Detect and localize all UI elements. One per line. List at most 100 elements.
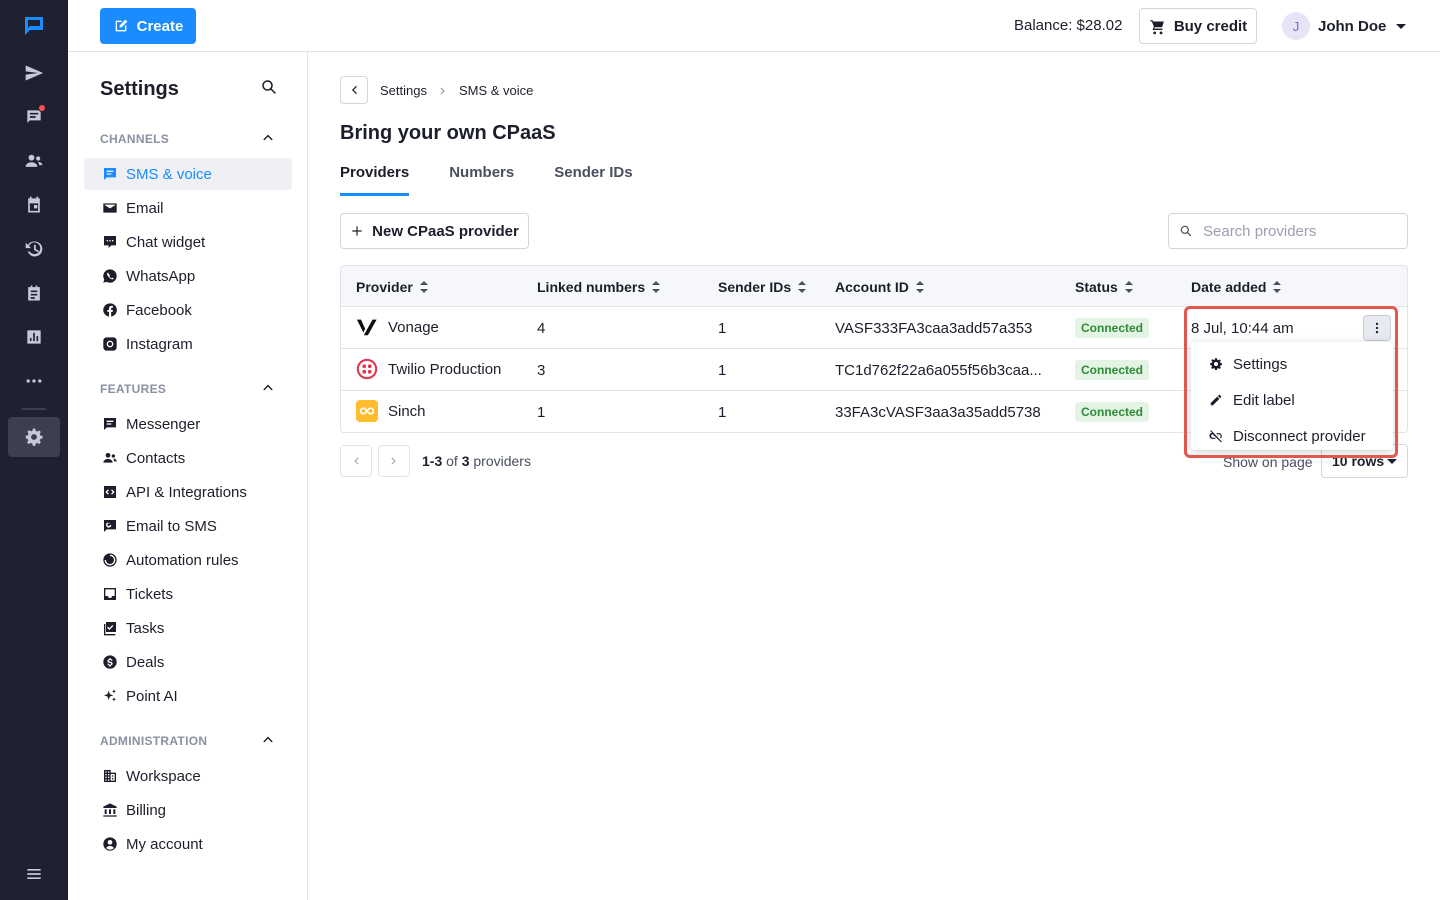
search-input[interactable] — [1203, 222, 1393, 240]
sidebar-item-chat-widget[interactable]: Chat widget — [84, 226, 292, 258]
contacts-icon — [103, 453, 117, 463]
sparkle-icon — [104, 689, 116, 702]
chevron-left-icon — [354, 457, 359, 465]
chevron-left-icon — [351, 85, 357, 95]
status-badge: Connected — [1075, 360, 1150, 380]
sidebar-item-workspace[interactable]: Workspace — [84, 760, 292, 792]
provider-cell: Twilio Production — [356, 358, 501, 380]
create-label: Create — [136, 17, 184, 35]
contacts-icon[interactable] — [8, 141, 60, 181]
column-header-account-id[interactable]: Account ID — [835, 279, 925, 295]
row-actions-button[interactable] — [1363, 315, 1391, 341]
account-id-cell: 33FA3cVASF3aa3a35add5738 — [835, 404, 1041, 421]
back-button[interactable] — [340, 76, 368, 104]
menu-item-settings[interactable]: Settings — [1191, 346, 1393, 382]
chevron-right-icon — [437, 85, 449, 97]
messenger-icon — [104, 418, 116, 430]
sidebar-item-my-account[interactable]: My account — [84, 828, 292, 860]
table-row[interactable]: Sinch 1 1 33FA3cVASF3aa3a35add5738 Conne… — [341, 391, 1407, 432]
table-row[interactable]: Vonage 4 1 VASF333FA3caa3add57a353 Conne… — [341, 307, 1407, 349]
sidebar-item-whatsapp[interactable]: WhatsApp — [84, 260, 292, 292]
tab-numbers[interactable]: Numbers — [449, 164, 515, 181]
sidebar-item-tasks[interactable]: Tasks — [84, 612, 292, 644]
sidebar-item-contacts[interactable]: Contacts — [84, 442, 292, 474]
new-cpaas-provider-button[interactable]: New CPaaS provider — [340, 213, 529, 249]
status-badge: Connected — [1075, 318, 1150, 338]
history-icon[interactable] — [8, 229, 60, 269]
settings-sidebar: Settings CHANNELS SMS & voice Email Chat… — [68, 52, 308, 900]
sidebar-item-label: Email — [126, 199, 164, 217]
settings-icon[interactable] — [8, 417, 60, 457]
tab-sender-ids[interactable]: Sender IDs — [554, 164, 633, 181]
column-header-date-added[interactable]: Date added — [1191, 279, 1282, 295]
calendar-icon[interactable] — [8, 185, 60, 225]
linked-numbers-cell: 3 — [537, 362, 546, 379]
sidebar-item-tickets[interactable]: Tickets — [84, 578, 292, 610]
user-name: John Doe — [1318, 17, 1387, 35]
more-icon[interactable] — [8, 361, 60, 401]
tab-providers[interactable]: Providers — [340, 156, 410, 196]
chevron-up-icon[interactable] — [260, 380, 276, 396]
sender-ids-cell: 1 — [718, 320, 727, 337]
create-button[interactable]: Create — [100, 8, 196, 44]
sidebar-item-email-to-sms[interactable]: Email to SMS — [84, 510, 292, 542]
sidebar-item-email[interactable]: Email — [84, 192, 292, 224]
tasks-icon — [104, 622, 116, 636]
buy-credit-button[interactable]: Buy credit — [1139, 8, 1257, 44]
account-id-cell: VASF333FA3caa3add57a353 — [835, 320, 1033, 337]
send-icon[interactable] — [8, 53, 60, 93]
tasks-icon[interactable] — [8, 273, 60, 313]
sidebar-item-label: Chat widget — [126, 233, 206, 251]
sidebar-item-sms-voice[interactable]: SMS & voice — [84, 158, 292, 190]
menu-item-disconnect-provider[interactable]: Disconnect provider — [1191, 418, 1393, 454]
section-features: FEATURES — [100, 382, 167, 396]
chevron-up-icon[interactable] — [260, 732, 276, 748]
sidebar-item-billing[interactable]: Billing — [84, 794, 292, 826]
sidebar-item-point-ai[interactable]: Point AI — [84, 680, 292, 712]
column-header-status[interactable]: Status — [1075, 279, 1134, 295]
breadcrumb-settings[interactable]: Settings — [380, 83, 427, 98]
sender-ids-cell: 1 — [718, 362, 727, 379]
search-icon[interactable] — [260, 78, 280, 98]
sidebar-item-api[interactable]: API & Integrations — [84, 476, 292, 508]
chevron-up-icon[interactable] — [260, 130, 276, 146]
dollar-icon — [103, 655, 117, 669]
twilio-logo-icon — [356, 358, 378, 380]
sidebar-item-messenger[interactable]: Messenger — [84, 408, 292, 440]
next-page-button[interactable] — [378, 445, 410, 477]
rail-divider — [22, 408, 46, 410]
breadcrumb-sms-voice: SMS & voice — [458, 83, 534, 98]
balance-text: Balance: $28.02 — [1014, 17, 1123, 34]
sidebar-item-facebook[interactable]: Facebook — [84, 294, 292, 326]
sidebar-item-label: Messenger — [126, 415, 201, 433]
facebook-icon — [103, 303, 117, 317]
column-header-sender-ids[interactable]: Sender IDs — [718, 279, 807, 295]
user-menu[interactable]: J John Doe — [1282, 12, 1407, 40]
edit-icon — [115, 19, 127, 32]
sidebar-item-label: Contacts — [126, 449, 186, 467]
cart-icon — [1150, 19, 1164, 34]
column-header-linked-numbers[interactable]: Linked numbers — [537, 279, 661, 295]
sidebar-item-label: Point AI — [126, 687, 178, 705]
logo-icon[interactable] — [8, 6, 60, 46]
prev-page-button[interactable] — [340, 445, 372, 477]
sidebar-item-deals[interactable]: Deals — [84, 646, 292, 678]
sidebar-item-automation-rules[interactable]: Automation rules — [84, 544, 292, 576]
sidebar-item-instagram[interactable]: Instagram — [84, 328, 292, 360]
reports-icon[interactable] — [8, 317, 60, 357]
provider-cell: Vonage — [356, 316, 439, 338]
sender-ids-cell: 1 — [718, 404, 727, 421]
sort-icon — [798, 281, 807, 293]
mail-icon — [103, 203, 117, 213]
plus-icon — [352, 226, 362, 236]
sidebar-item-label: Facebook — [126, 301, 192, 319]
section-channels: CHANNELS — [100, 132, 170, 146]
breadcrumb: Settings SMS & voice — [380, 83, 533, 98]
messenger-icon[interactable] — [8, 97, 60, 137]
linked-numbers-cell: 1 — [537, 404, 546, 421]
column-header-provider[interactable]: Provider — [356, 279, 429, 295]
sort-icon — [652, 281, 661, 293]
table-row[interactable]: Twilio Production 3 1 TC1d762f22a6a055f5… — [341, 349, 1407, 391]
menu-icon[interactable] — [8, 854, 60, 894]
menu-item-edit-label[interactable]: Edit label — [1191, 382, 1393, 418]
